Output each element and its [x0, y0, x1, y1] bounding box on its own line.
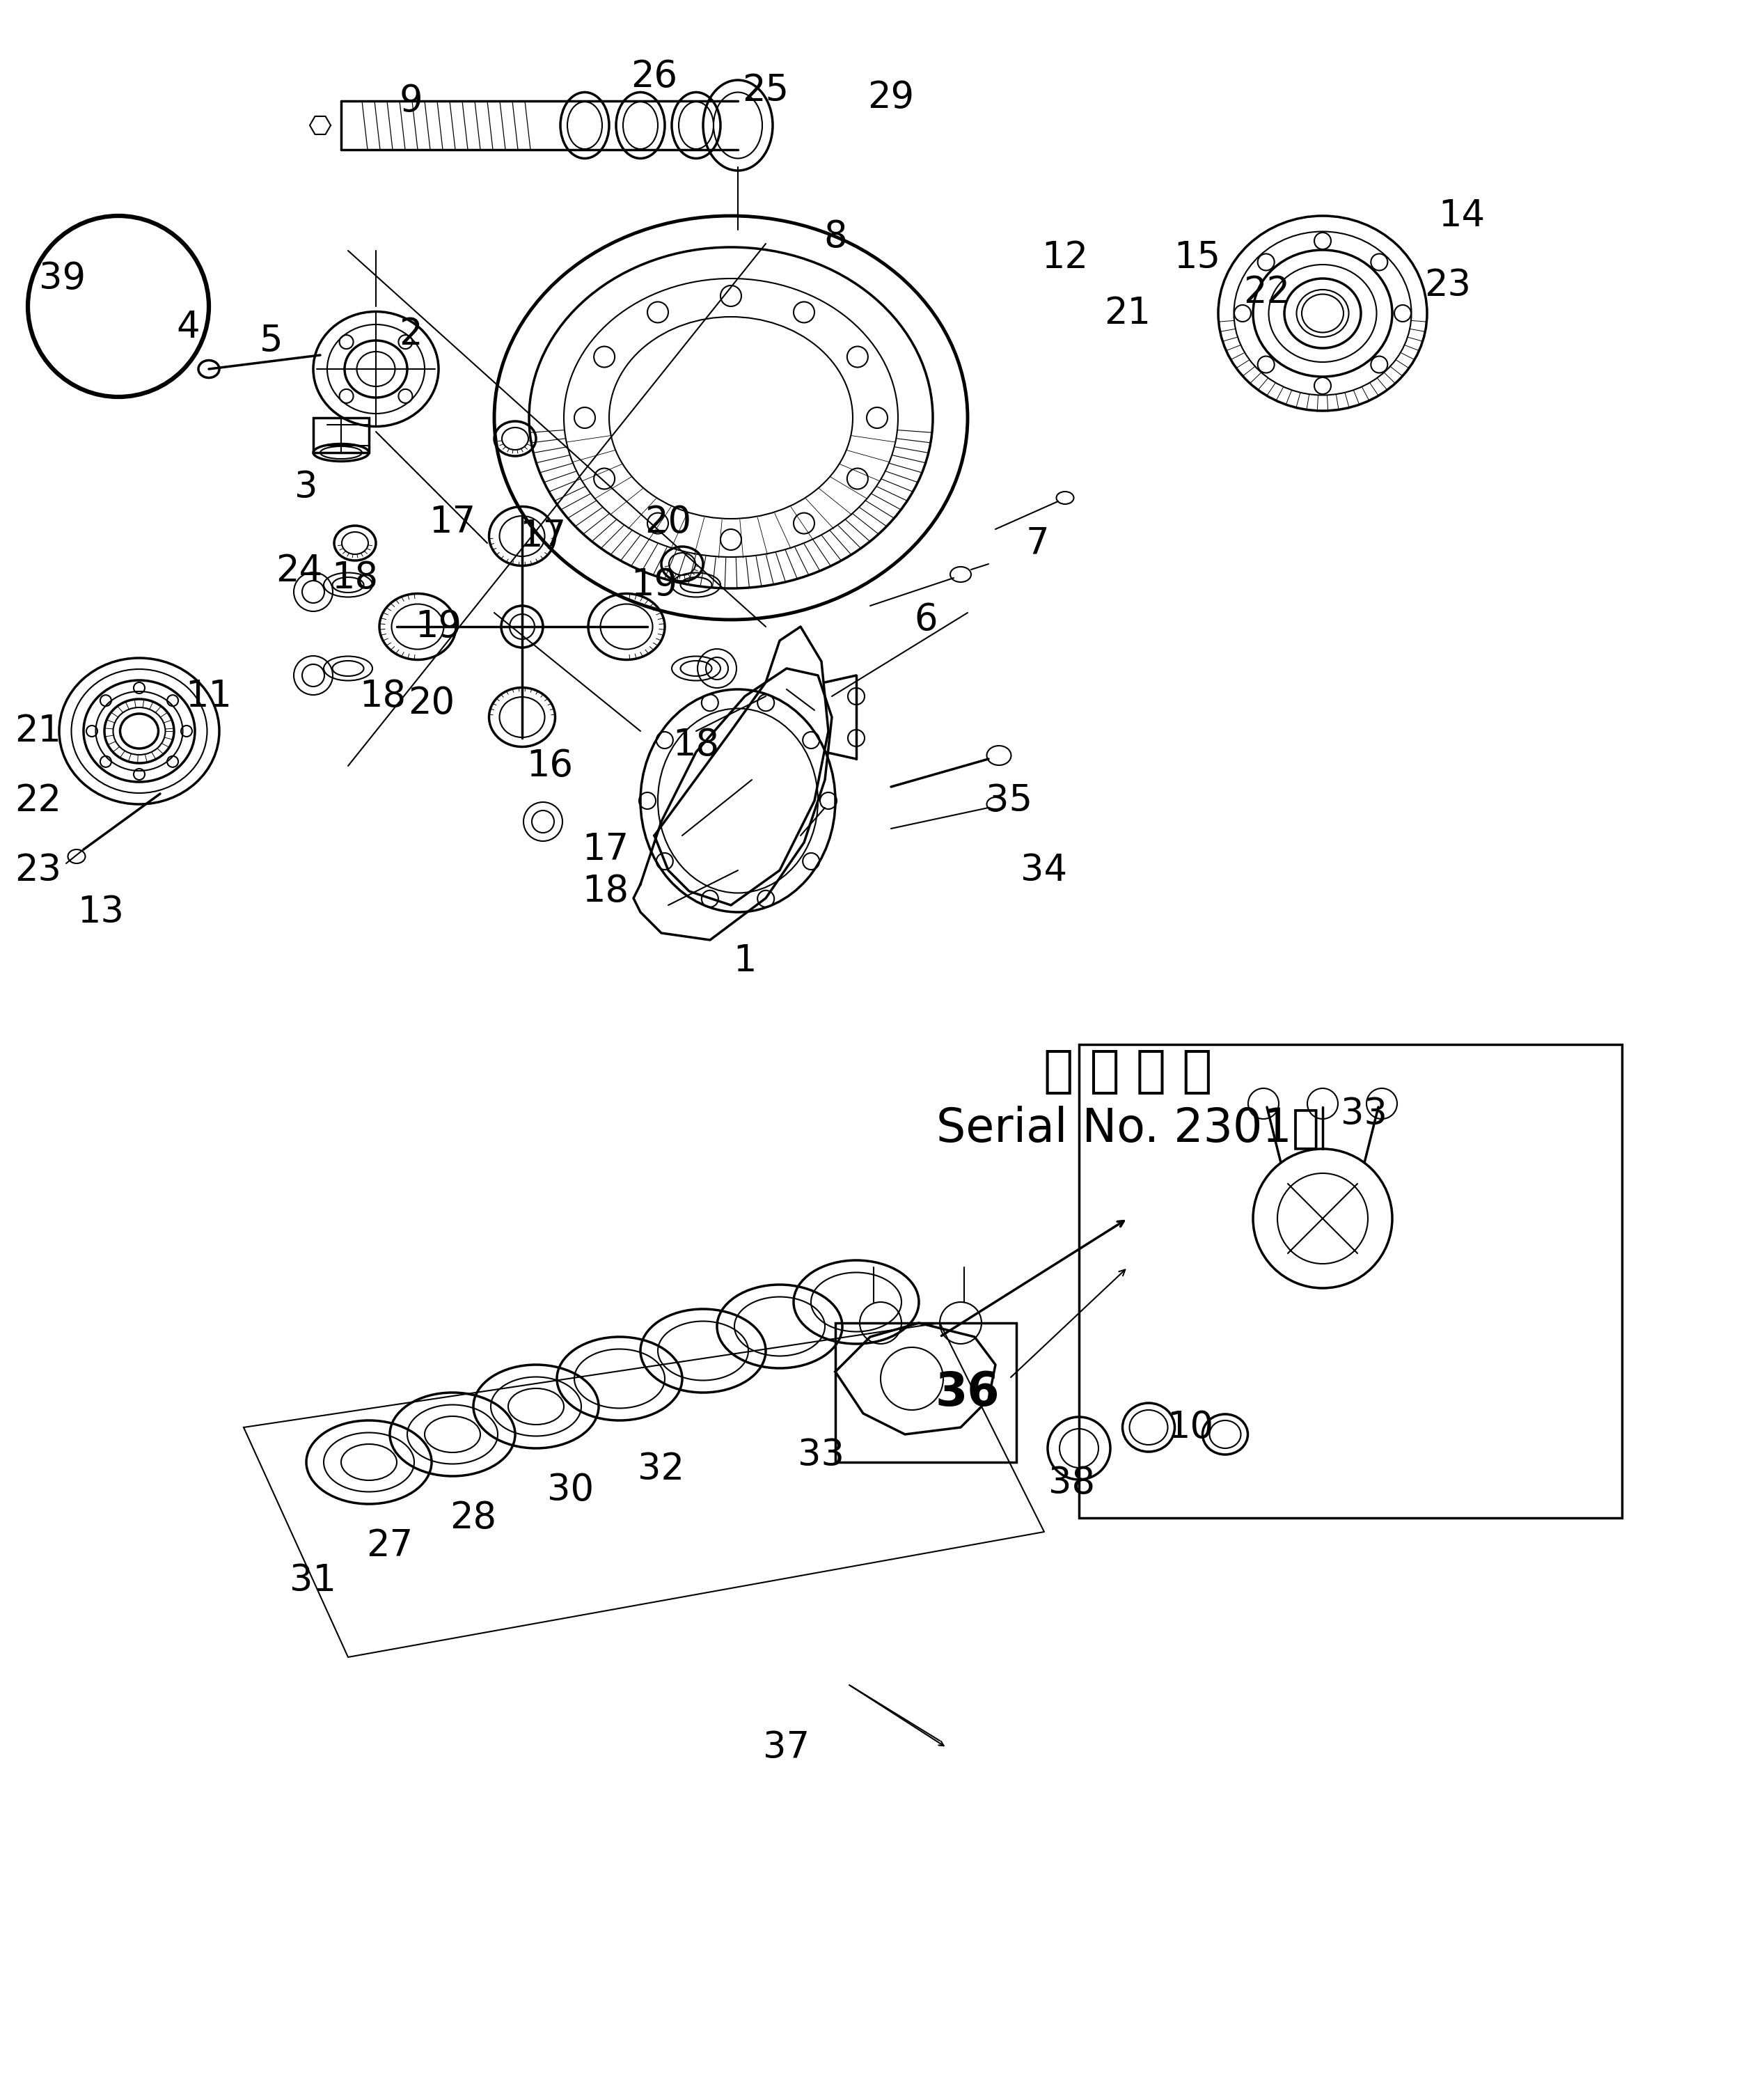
Text: 30: 30 — [547, 1472, 594, 1508]
Text: 29: 29 — [867, 80, 914, 116]
Text: 33: 33 — [1341, 1096, 1388, 1132]
Text: 35: 35 — [985, 783, 1032, 819]
Text: 24: 24 — [277, 552, 322, 590]
Text: 22: 22 — [1243, 275, 1290, 311]
Text: 11: 11 — [186, 678, 232, 714]
Text: 8: 8 — [823, 218, 848, 254]
Text: 19: 19 — [630, 567, 677, 603]
Text: 27: 27 — [366, 1527, 413, 1564]
Text: 38: 38 — [1048, 1466, 1095, 1501]
Text: 22: 22 — [16, 783, 61, 819]
Text: 32: 32 — [637, 1451, 684, 1487]
Text: 17: 17 — [581, 832, 629, 867]
Text: 17: 17 — [519, 519, 566, 554]
Text: 2: 2 — [399, 317, 423, 353]
Text: 21: 21 — [16, 714, 61, 750]
Text: 1: 1 — [733, 943, 757, 979]
Text: 17: 17 — [428, 504, 475, 540]
Text: 23: 23 — [16, 853, 61, 888]
Text: 25: 25 — [742, 71, 789, 109]
Text: 5: 5 — [259, 323, 284, 359]
Text: 20: 20 — [644, 504, 691, 540]
Text: 16: 16 — [526, 748, 573, 783]
Text: 33: 33 — [797, 1436, 844, 1474]
Bar — [1079, 1044, 1623, 1518]
Text: 3: 3 — [294, 468, 319, 506]
Bar — [836, 1323, 1017, 1462]
Text: 28: 28 — [449, 1499, 496, 1535]
Text: 36: 36 — [935, 1369, 999, 1415]
Text: 7: 7 — [1025, 525, 1048, 561]
Text: 39: 39 — [40, 260, 85, 296]
Text: 37: 37 — [763, 1730, 810, 1766]
Text: 適 用 号 機: 適 用 号 機 — [1043, 1048, 1212, 1096]
Text: 18: 18 — [672, 727, 719, 762]
Text: 34: 34 — [1020, 853, 1067, 888]
Text: 6: 6 — [914, 601, 938, 638]
Text: 26: 26 — [630, 59, 677, 94]
Text: Serial No. 2301～: Serial No. 2301～ — [937, 1105, 1320, 1151]
Text: 18: 18 — [331, 561, 378, 596]
Text: 18: 18 — [359, 678, 406, 714]
Text: 13: 13 — [78, 895, 124, 930]
Text: 19: 19 — [414, 609, 461, 645]
Text: 21: 21 — [1104, 296, 1151, 332]
Text: 14: 14 — [1438, 197, 1485, 233]
Text: 4: 4 — [176, 309, 200, 344]
Text: 10: 10 — [1166, 1409, 1213, 1445]
Text: 9: 9 — [399, 82, 423, 120]
Text: 12: 12 — [1041, 239, 1088, 275]
Text: 23: 23 — [1424, 267, 1471, 304]
Bar — [313, 418, 369, 454]
Text: 18: 18 — [581, 874, 629, 909]
Text: 31: 31 — [291, 1562, 336, 1598]
Text: 15: 15 — [1173, 239, 1220, 275]
Text: 20: 20 — [407, 685, 454, 722]
